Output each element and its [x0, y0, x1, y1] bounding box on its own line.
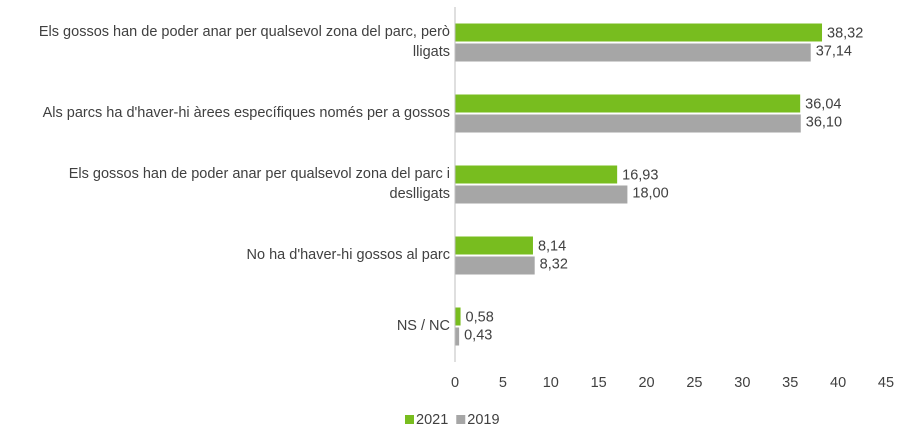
x-tick-label: 35: [782, 375, 798, 391]
x-tick-label: 25: [686, 375, 702, 391]
bar: [455, 327, 460, 346]
bar: [455, 94, 801, 113]
value-label: 37,14: [816, 43, 852, 59]
value-label: 8,14: [538, 238, 566, 254]
x-tick-label: 30: [734, 375, 750, 391]
value-label: 18,00: [632, 185, 668, 201]
bar: [455, 256, 535, 275]
x-tick-label: 20: [638, 375, 654, 391]
bar: [455, 114, 801, 133]
value-label: 8,32: [540, 256, 568, 272]
x-tick-label: 45: [878, 375, 894, 391]
x-tick-label: 5: [499, 375, 507, 391]
value-label: 16,93: [622, 167, 658, 183]
category-label: No ha d'haver-hi gossos al parc: [246, 246, 450, 263]
category-label: NS / NC: [396, 317, 450, 334]
bar: [455, 236, 533, 255]
bar: [455, 165, 618, 184]
bar: [455, 23, 823, 42]
value-label: 0,43: [464, 327, 492, 343]
value-label: 36,04: [805, 96, 841, 112]
bar: [455, 43, 811, 62]
value-label: 0,58: [466, 309, 494, 325]
category-label: Els gossos han de poder anar per qualsev…: [68, 165, 450, 202]
x-tick-label: 40: [830, 375, 846, 391]
bar: [455, 185, 628, 204]
bar: [455, 307, 461, 326]
x-tick-label: 10: [543, 375, 559, 391]
x-tick-label: 0: [451, 375, 459, 391]
x-tick-label: 15: [591, 375, 607, 391]
category-label: Als parcs ha d'haver-hi àrees específiqu…: [42, 104, 450, 121]
legend-swatch: [456, 415, 466, 424]
legend-swatch: [405, 415, 414, 424]
legend-label: 2021: [416, 412, 448, 428]
category-label: Els gossos han de poder anar per qualsev…: [38, 23, 450, 60]
value-label: 36,10: [806, 114, 842, 130]
legend-label: 2019: [467, 412, 499, 428]
value-label: 38,32: [827, 25, 863, 41]
